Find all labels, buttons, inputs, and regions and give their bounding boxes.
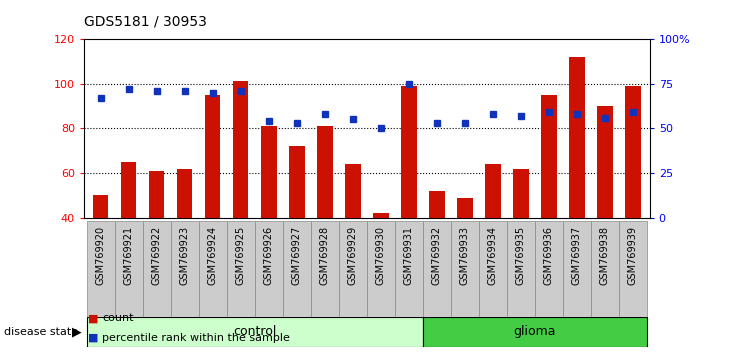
- Text: GDS5181 / 30953: GDS5181 / 30953: [84, 14, 207, 28]
- Bar: [93, 195, 109, 218]
- Bar: [563, 221, 591, 319]
- Bar: [115, 221, 143, 319]
- Text: GSM769925: GSM769925: [236, 226, 246, 285]
- Bar: [541, 95, 556, 218]
- Bar: [535, 221, 563, 319]
- Text: disease state: disease state: [4, 327, 78, 337]
- Text: GSM769924: GSM769924: [208, 226, 218, 285]
- Bar: [87, 221, 115, 319]
- Bar: [143, 221, 171, 319]
- Text: control: control: [233, 325, 277, 338]
- Text: GSM769927: GSM769927: [292, 226, 301, 285]
- Text: ■: ■: [88, 313, 98, 323]
- Bar: [227, 221, 255, 319]
- Text: GSM769939: GSM769939: [628, 226, 638, 285]
- Text: GSM769934: GSM769934: [488, 226, 498, 285]
- Text: GSM769932: GSM769932: [432, 226, 442, 285]
- Bar: [423, 221, 451, 319]
- Bar: [401, 86, 417, 218]
- Text: GSM769931: GSM769931: [404, 226, 414, 285]
- Text: ▶: ▶: [72, 326, 81, 338]
- Bar: [591, 221, 619, 319]
- Bar: [619, 221, 647, 319]
- Bar: [261, 126, 277, 218]
- Text: GSM769923: GSM769923: [180, 226, 190, 285]
- Text: GSM769937: GSM769937: [572, 226, 582, 285]
- Bar: [451, 221, 479, 319]
- Bar: [289, 146, 304, 218]
- Bar: [395, 221, 423, 319]
- Bar: [366, 221, 395, 319]
- Bar: [569, 57, 585, 218]
- Text: count: count: [102, 313, 134, 323]
- Bar: [429, 191, 445, 218]
- Bar: [457, 198, 472, 218]
- Bar: [625, 86, 641, 218]
- Text: glioma: glioma: [514, 325, 556, 338]
- Text: GSM769938: GSM769938: [600, 226, 610, 285]
- Text: GSM769928: GSM769928: [320, 226, 330, 285]
- Text: GSM769929: GSM769929: [347, 226, 358, 285]
- Text: GSM769933: GSM769933: [460, 226, 470, 285]
- Text: GSM769921: GSM769921: [124, 226, 134, 285]
- Text: GSM769935: GSM769935: [516, 226, 526, 285]
- Bar: [121, 162, 137, 218]
- Text: GSM769930: GSM769930: [376, 226, 386, 285]
- Bar: [199, 221, 227, 319]
- Bar: [513, 169, 529, 218]
- Text: percentile rank within the sample: percentile rank within the sample: [102, 333, 290, 343]
- Bar: [597, 106, 612, 218]
- Bar: [255, 221, 283, 319]
- Bar: [317, 126, 333, 218]
- Text: GSM769936: GSM769936: [544, 226, 554, 285]
- Text: GSM769926: GSM769926: [264, 226, 274, 285]
- Bar: [233, 81, 248, 218]
- Bar: [373, 213, 388, 218]
- Bar: [205, 95, 220, 218]
- Bar: [87, 317, 423, 347]
- Bar: [507, 221, 535, 319]
- Bar: [149, 171, 164, 218]
- Bar: [311, 221, 339, 319]
- Bar: [485, 164, 501, 218]
- Bar: [171, 221, 199, 319]
- Bar: [339, 221, 366, 319]
- Text: GSM769922: GSM769922: [152, 226, 162, 285]
- Bar: [479, 221, 507, 319]
- Text: ■: ■: [88, 333, 98, 343]
- Text: GSM769920: GSM769920: [96, 226, 106, 285]
- Bar: [177, 169, 193, 218]
- Bar: [345, 164, 361, 218]
- Bar: [423, 317, 647, 347]
- Bar: [283, 221, 311, 319]
